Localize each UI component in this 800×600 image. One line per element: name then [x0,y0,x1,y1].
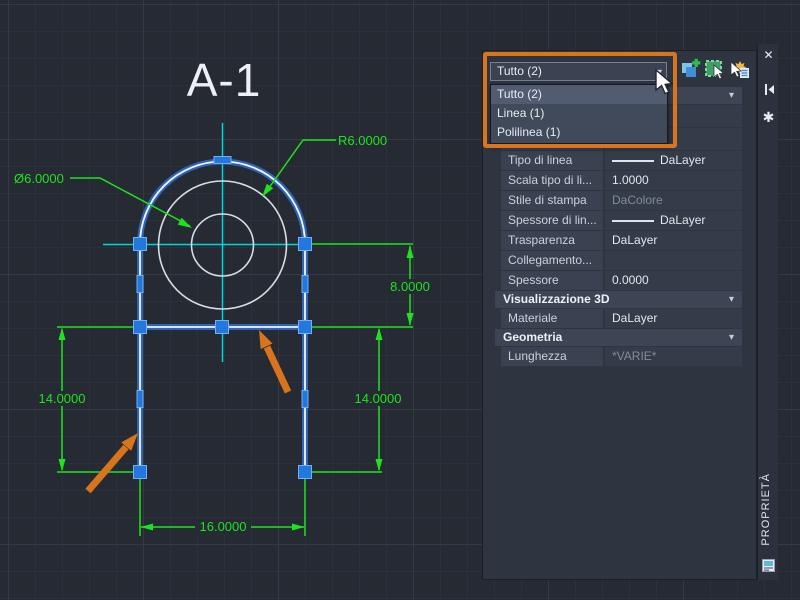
property-row-thickness[interactable]: Spessore 0.0000 [501,271,742,290]
property-row-linetype[interactable]: Tipo di linea DaLayer [501,151,742,170]
chevron-down-icon[interactable]: ▾ [728,90,734,101]
select-objects-icon[interactable] [704,58,726,80]
dim-14-left: 14.0000 [39,391,86,406]
dim-8: 8.0000 [390,279,430,294]
dropdown-option-linea[interactable]: Linea (1) [497,106,545,120]
property-row-lineweight[interactable]: Spessore di lin... DaLayer [501,211,742,230]
dim-14-right: 14.0000 [355,391,402,406]
close-icon[interactable]: ✕ [763,48,774,62]
dimension-labels: R6.0000 Ø6.0000 8.0000 14.0000 14.0000 1… [14,133,434,534]
annotation-arrow-left [85,433,138,494]
grips[interactable] [133,156,312,479]
property-row-transparency[interactable]: Trasparenza DaLayer [501,231,742,250]
drawing-title: A-1 [187,54,262,106]
palette-title-strip: ✕ ✱ PROPRIETÀ [757,44,778,580]
chevron-down-icon[interactable]: ▾ [728,332,734,343]
auto-hide-icon[interactable] [761,82,776,97]
settings-icon[interactable]: ✱ [762,109,775,125]
property-row-linetype-scale[interactable]: Scala tipo di li... 1.0000 [501,171,742,190]
palette-rows: ▾ Tipo di linea DaLayer Scala tipo di li… [483,86,758,367]
property-row-material[interactable]: Materiale DaLayer [501,309,742,328]
property-row-hyperlink[interactable]: Collegamento... [501,251,742,270]
dropdown-option-polilinea[interactable]: Polilinea (1) [497,125,561,139]
section-header-3d[interactable]: Visualizzazione 3D ▾ [495,291,742,308]
outer-circle[interactable] [157,180,288,310]
annotation-arrow-right [259,330,292,394]
palette-title: PROPRIETÀ [760,473,772,546]
combobox-value: Tutto (2) [497,64,542,78]
dim-diameter: Ø6.0000 [14,171,64,186]
property-row-length[interactable]: Lunghezza *VARIE* [501,347,742,366]
properties-palette-icon[interactable] [761,558,776,573]
toggle-pickadd-icon[interactable] [679,58,701,80]
dim-16: 16.0000 [200,519,247,534]
properties-palette: ▾ Tipo di linea DaLayer Scala tipo di li… [482,50,757,580]
dropdown-option-tutto[interactable]: Tutto (2) [491,85,667,104]
linetype-sample [612,159,654,162]
mouse-cursor [655,68,674,95]
dimension-lines [57,139,413,536]
inner-circle[interactable] [190,213,255,277]
object-filter-combobox[interactable]: Tutto (2) ▾ [490,62,667,81]
quick-select-icon[interactable] [728,58,750,80]
section-header-geometry[interactable]: Geometria ▾ [495,329,742,346]
lineweight-sample [612,219,654,222]
highlight-callout-box [483,52,677,148]
chevron-down-icon[interactable]: ▾ [728,294,734,305]
property-row-plot-style[interactable]: Stile di stampa DaColore [501,191,742,210]
dim-radius: R6.0000 [338,133,387,148]
dimension-arrowheads [58,183,414,531]
object-filter-dropdown-list: Tutto (2) Linea (1) Polilinea (1) [490,84,668,144]
